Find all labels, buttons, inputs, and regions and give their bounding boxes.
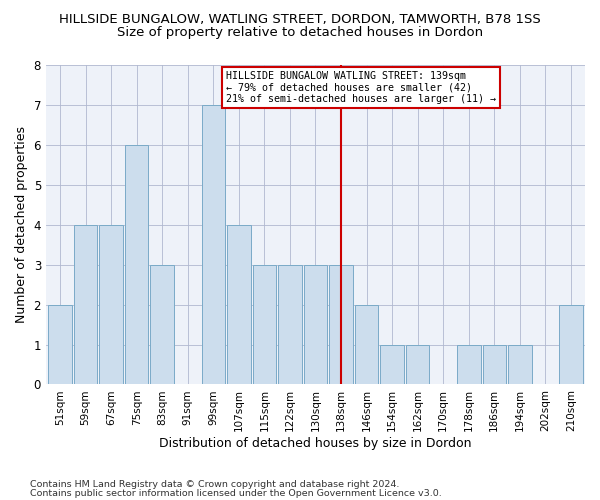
Bar [380, 344, 404, 385]
Bar [457, 344, 481, 385]
Bar [100, 224, 123, 384]
Bar [482, 344, 506, 385]
Bar [253, 264, 276, 384]
X-axis label: Distribution of detached houses by size in Dordon: Distribution of detached houses by size … [159, 437, 472, 450]
Y-axis label: Number of detached properties: Number of detached properties [15, 126, 28, 323]
Text: HILLSIDE BUNGALOW, WATLING STREET, DORDON, TAMWORTH, B78 1SS: HILLSIDE BUNGALOW, WATLING STREET, DORDO… [59, 12, 541, 26]
Text: Contains HM Land Registry data © Crown copyright and database right 2024.: Contains HM Land Registry data © Crown c… [30, 480, 400, 489]
Bar [202, 105, 225, 384]
Text: Contains public sector information licensed under the Open Government Licence v3: Contains public sector information licen… [30, 489, 442, 498]
Bar [125, 145, 148, 384]
Bar [151, 264, 174, 384]
Bar [227, 224, 251, 384]
Bar [355, 304, 379, 384]
Text: HILLSIDE BUNGALOW WATLING STREET: 139sqm
← 79% of detached houses are smaller (4: HILLSIDE BUNGALOW WATLING STREET: 139sqm… [226, 71, 496, 104]
Bar [329, 264, 353, 384]
Bar [559, 304, 583, 384]
Bar [508, 344, 532, 385]
Bar [304, 264, 327, 384]
Bar [74, 224, 97, 384]
Bar [278, 264, 302, 384]
Bar [406, 344, 430, 385]
Text: Size of property relative to detached houses in Dordon: Size of property relative to detached ho… [117, 26, 483, 39]
Bar [48, 304, 72, 384]
